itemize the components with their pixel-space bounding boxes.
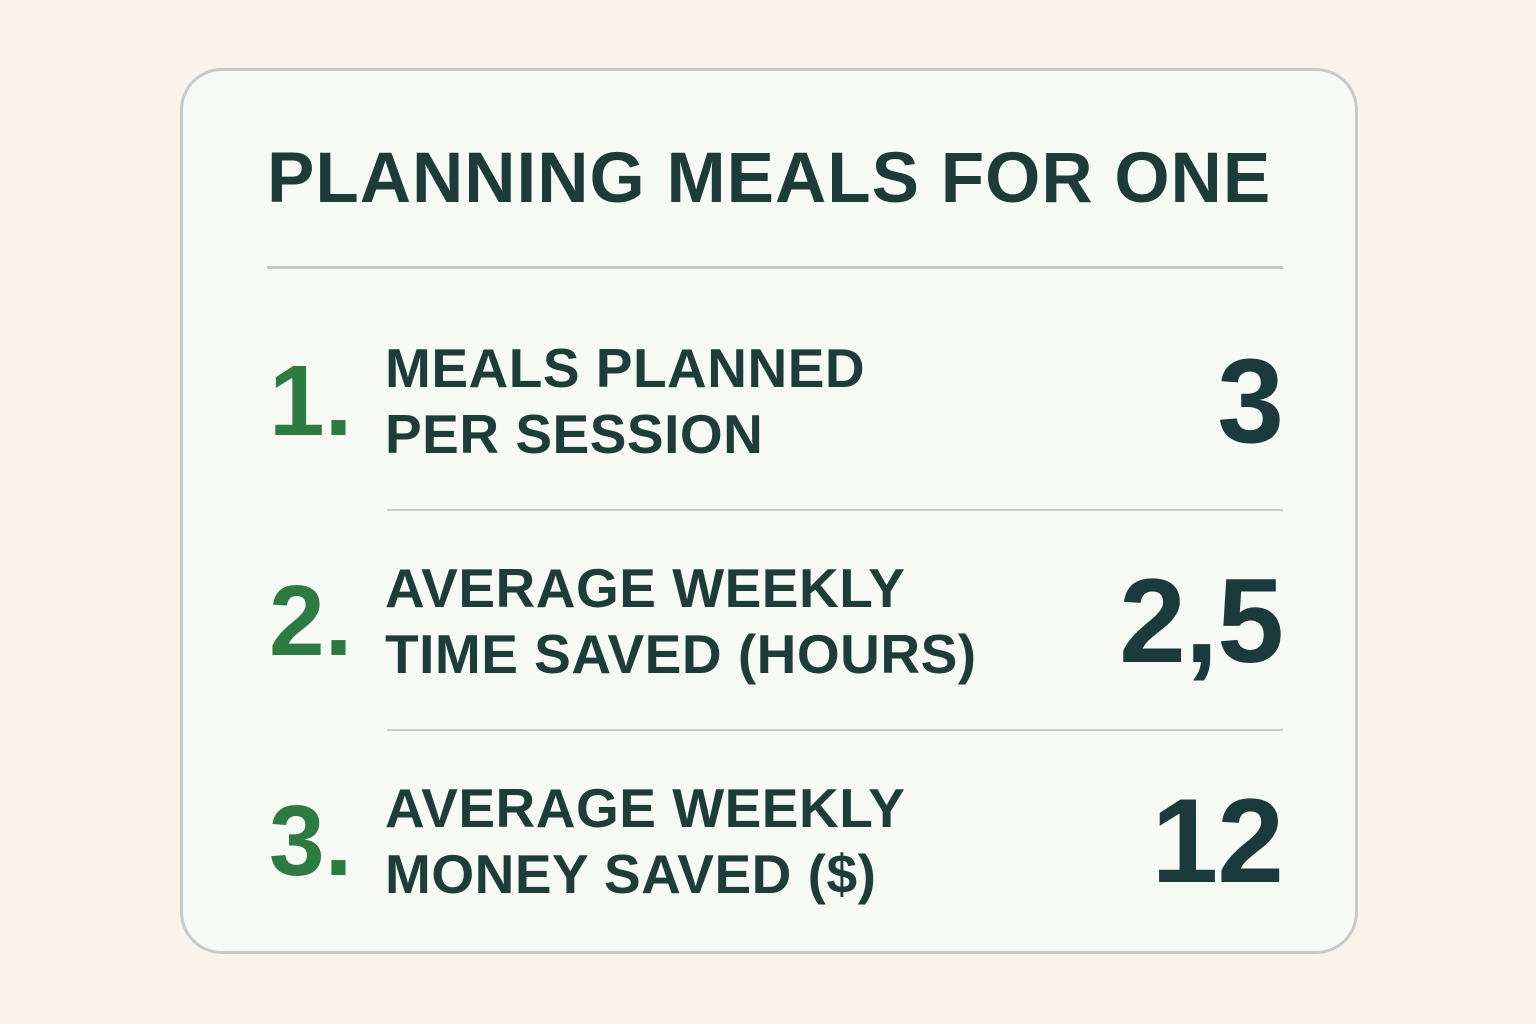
row-label-line1: AVERAGE WEEKLY: [385, 777, 906, 839]
row-divider: [387, 509, 1283, 511]
row-value: 12: [1151, 774, 1284, 908]
row-label-line2: PER SESSION: [385, 403, 764, 465]
row-label-line1: MEALS PLANNED: [385, 337, 866, 399]
stat-row-money-saved: 3. AVERAGE WEEKLY MONEY SAVED ($) 12: [267, 774, 1284, 908]
row-divider: [387, 729, 1283, 731]
row-number-badge: 2.: [269, 565, 353, 677]
title-divider: [267, 266, 1283, 269]
stat-row-meals-planned: 1. MEALS PLANNED PER SESSION 3: [267, 334, 1284, 468]
row-value: 2,5: [1119, 554, 1284, 688]
page-title: PLANNING MEALS FOR ONE: [267, 139, 1272, 218]
row-label-line2: TIME SAVED (HOURS): [385, 623, 977, 685]
row-label: AVERAGE WEEKLY TIME SAVED (HOURS): [385, 555, 1119, 687]
row-value: 3: [1217, 334, 1284, 468]
row-label: AVERAGE WEEKLY MONEY SAVED ($): [385, 775, 1152, 907]
row-label: MEALS PLANNED PER SESSION: [385, 335, 1217, 467]
row-number-badge: 3.: [269, 785, 353, 897]
stats-card: PLANNING MEALS FOR ONE 1. MEALS PLANNED …: [180, 68, 1358, 954]
row-label-line2: MONEY SAVED ($): [385, 843, 877, 905]
stat-row-time-saved: 2. AVERAGE WEEKLY TIME SAVED (HOURS) 2,5: [267, 554, 1284, 688]
row-number-badge: 1.: [269, 345, 353, 457]
row-label-line1: AVERAGE WEEKLY: [385, 557, 906, 619]
